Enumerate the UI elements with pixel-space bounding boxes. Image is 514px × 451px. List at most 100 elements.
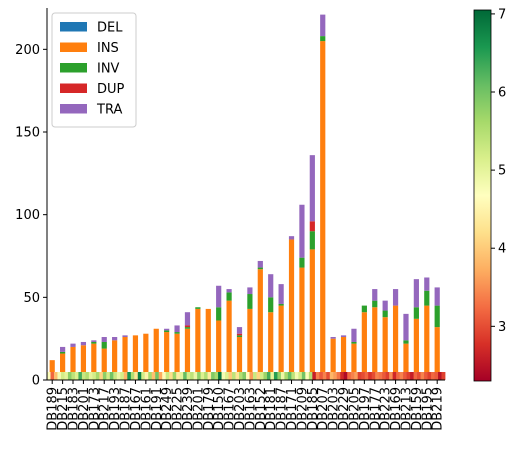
bar-inv [164, 330, 170, 333]
bar-ins [205, 308, 211, 380]
color-strip-cell [246, 372, 250, 380]
color-strip-cell [336, 372, 341, 380]
color-strip-cell [78, 372, 83, 380]
x-tick-label: DB167 [129, 387, 144, 431]
color-strip-cell [277, 372, 282, 380]
bar-inv [195, 307, 201, 309]
color-strip-cell [190, 372, 195, 380]
color-strip-cell [148, 372, 153, 380]
bar-ins [434, 327, 440, 380]
x-tick-label: DB219 [431, 387, 446, 431]
bar-ins [49, 360, 55, 380]
bar-ins [247, 308, 253, 380]
bar-ins [132, 335, 139, 380]
color-strip-cell [81, 372, 86, 380]
bar-tra [340, 335, 347, 338]
color-strip-cell [106, 372, 111, 380]
x-tick-label: DB201 [77, 387, 92, 431]
colorbar-tick-label: 5 [498, 164, 506, 179]
y-tick-label: 0 [32, 374, 40, 389]
bar-ins [70, 346, 76, 380]
x-tick-label: DB189 [46, 387, 61, 431]
color-strip-cell [186, 372, 191, 380]
color-strip-cell [228, 372, 233, 380]
legend-swatch-dup [60, 83, 87, 93]
color-strip-cell [214, 372, 219, 380]
bar-ins [195, 308, 201, 380]
y-tick-label: 100 [15, 208, 40, 223]
bar-ins [164, 332, 170, 380]
x-tick-label: DB179 [202, 387, 217, 431]
x-tick-label: DB197 [358, 387, 373, 431]
x-tick-label: DB150 [212, 387, 227, 431]
bar-inv [101, 341, 107, 349]
x-tick-label: DB171 [285, 387, 300, 431]
bar-inv [434, 305, 440, 328]
bar-ins [340, 337, 347, 380]
color-strip-cell [137, 372, 142, 380]
bar-ins [268, 312, 274, 380]
x-tick-label: DB239 [181, 387, 196, 431]
color-strip-cell [57, 372, 62, 380]
color-strip-cell [438, 372, 442, 380]
color-strip-cell [403, 372, 407, 380]
color-strip-cell [165, 372, 170, 380]
color-strip-cell [235, 372, 240, 380]
bar-tra [226, 289, 232, 293]
colorbar [473, 9, 492, 382]
color-strip-cell [389, 372, 394, 380]
legend-swatch-inv [60, 63, 87, 73]
color-strip-cell [431, 372, 435, 380]
x-tick-label: DB193 [108, 387, 123, 431]
bar-ins [403, 343, 409, 380]
color-strip-cell [371, 372, 376, 380]
color-strip-cell [361, 372, 366, 380]
bar-ins [299, 267, 305, 380]
x-tick-label: DB169 [389, 387, 404, 431]
bar-tra [320, 14, 326, 37]
bar-tra [216, 285, 222, 308]
x-tick-label: DB217 [98, 387, 113, 431]
color-strip-cell [266, 372, 271, 380]
y-tick-label: 50 [23, 291, 40, 306]
bar-ins [122, 337, 128, 380]
color-strip-cell [239, 372, 243, 380]
bar-tra [91, 340, 97, 342]
legend-swatch-del [60, 22, 87, 32]
y-tick-label: 200 [15, 43, 40, 58]
bar-inv [351, 341, 357, 344]
x-tick-label: DB185 [306, 387, 321, 431]
color-strip-cell [172, 372, 177, 380]
color-strip-cell [179, 372, 184, 380]
color-strip-cell [305, 372, 310, 380]
color-strip-cell [364, 372, 369, 380]
legend-label-del: DEL [97, 21, 123, 36]
color-strip-cell [350, 372, 355, 380]
legend-label-inv: INV [97, 62, 120, 77]
x-tick-label: DB152 [254, 387, 269, 431]
color-strip-cell [50, 372, 55, 380]
bar-ins [226, 300, 232, 380]
color-strip-cell [315, 372, 320, 380]
bar-tra [424, 277, 430, 291]
color-strip-cell [64, 372, 69, 380]
color-strip-cell [183, 372, 188, 380]
y-tick-label: 150 [15, 126, 40, 141]
bar-ins [60, 353, 66, 380]
color-strip-cell [312, 372, 317, 380]
color-strip-cell [340, 372, 345, 380]
color-strip-cell [158, 372, 163, 380]
color-strip-cell [197, 372, 202, 380]
color-strip-cell [343, 372, 348, 380]
color-strip-cell [301, 372, 306, 380]
color-strip-cell [354, 372, 359, 380]
bar-tra [70, 343, 76, 347]
color-strip-cell [326, 372, 331, 380]
color-strip-cell [123, 372, 128, 380]
color-strip-cell [357, 372, 362, 380]
bar-ins [80, 345, 87, 380]
x-tick-label: DB203 [327, 387, 342, 431]
bar-tra [122, 335, 128, 338]
bar-inv [268, 297, 274, 313]
bar-ins [236, 337, 243, 380]
